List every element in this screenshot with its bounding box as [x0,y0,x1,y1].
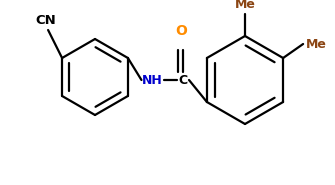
Text: Me: Me [234,0,255,11]
Text: CN: CN [36,14,57,27]
Text: Me: Me [306,38,327,51]
Text: NH: NH [142,73,163,87]
Text: C: C [179,73,188,87]
Text: O: O [175,24,187,38]
